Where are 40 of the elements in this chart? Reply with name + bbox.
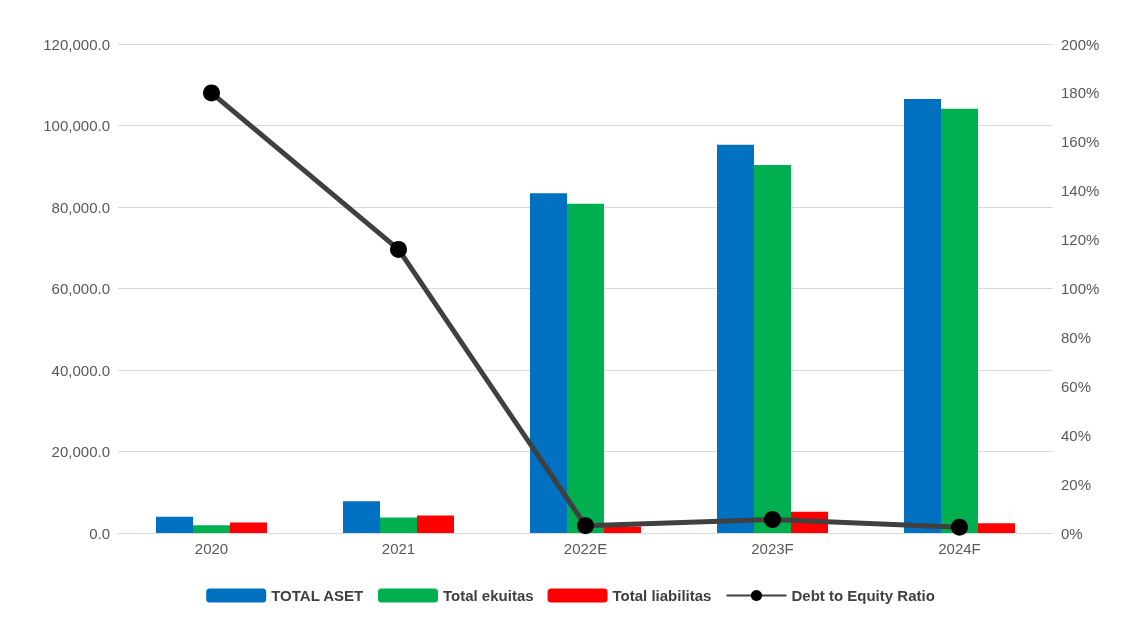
y-tick-label: 0.0 [89,524,110,542]
y-tick-label: 100,000.0 [43,117,110,134]
y2-tick-label: 120% [1061,231,1100,249]
legend-label: Total liabilitas [612,587,712,604]
y-tick-label: 40,000.0 [51,361,110,379]
bar [904,99,941,533]
bar [343,501,380,533]
x-tick-label: 2020 [194,540,229,557]
y2-tick-label: 40% [1061,426,1092,444]
x-tick-label: 2023F [751,540,794,557]
y-tick-label: 20,000.0 [51,443,110,460]
y-tick-label: 80,000.0 [51,198,110,216]
legend-label: Total ekuitas [442,587,534,604]
bar [230,522,267,533]
y2-tick-label: 0% [1061,524,1083,542]
y2-tick-label: 140% [1061,182,1100,200]
bar [380,517,417,533]
y2-tick-label: 60% [1061,377,1092,395]
y2-tick-label: 80% [1061,328,1092,346]
legend-label: TOTAL ASET [271,587,364,604]
legend-label: Debt to Equity Ratio [791,587,935,604]
bar [717,144,754,533]
x-tick-label: 2022E [563,540,608,557]
bar [978,523,1015,533]
bar [193,525,230,533]
bar [156,516,193,533]
bar [530,193,567,533]
y2-tick-label: 100% [1061,280,1100,297]
bar [754,165,791,533]
x-tick-label: 2021 [381,540,416,557]
y2-tick-label: 160% [1061,133,1100,151]
bar [417,515,454,533]
bar [567,203,604,533]
bar [941,108,978,533]
y-tick-label: 120,000.0 [43,35,110,53]
y2-tick-label: 20% [1061,475,1092,493]
y2-tick-label: 180% [1061,84,1100,102]
x-tick-label: 2024F [938,540,981,557]
y2-tick-label: 200% [1061,35,1100,53]
y-tick-label: 60,000.0 [51,280,110,297]
